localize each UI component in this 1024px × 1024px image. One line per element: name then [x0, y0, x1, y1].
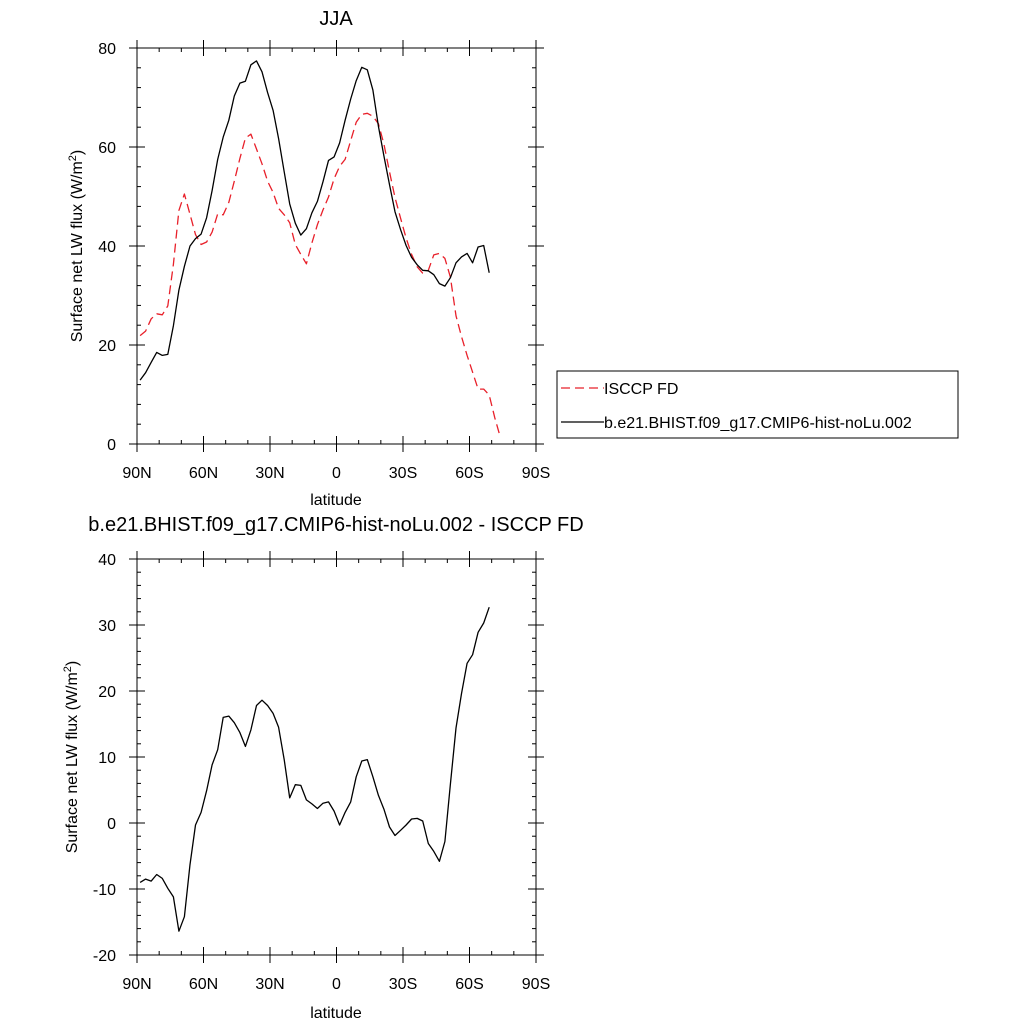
- top-y-tick-label: 40: [98, 239, 116, 256]
- top-series-line-1: [139, 60, 490, 381]
- top-panel: JJA 90N 60N 30N 0 30S 60S 90S 0 20 40 60 80 latitud…: [67, 8, 959, 509]
- top-x-tick-label: 90N: [122, 465, 151, 482]
- bottom-axes: 90N 60N 30N 0 30S 60S 90S -20 -10 0 10 20 30 40: [93, 551, 550, 993]
- top-x-tick-label: 0: [332, 465, 341, 482]
- top-x-tick-label: 30N: [255, 465, 284, 482]
- bottom-y-axis-label-main: Surface net LW flux (W/m: [64, 672, 81, 853]
- bottom-x-tick-label: 60S: [455, 976, 483, 993]
- bottom-x-tick-label: 30N: [255, 976, 284, 993]
- bottom-y-tick-label: 30: [98, 618, 116, 635]
- legend-box: [556, 370, 959, 439]
- bottom-y-tick-label: 40: [98, 552, 116, 569]
- top-x-axis-label: latitude: [310, 492, 362, 509]
- bottom-plot-frame: [136, 558, 537, 956]
- bottom-x-tick-label: 90N: [122, 976, 151, 993]
- top-x-tick-label: 90S: [522, 465, 550, 482]
- bottom-panel: b.e21.BHIST.f09_g17.CMIP6-hist-noLu.002 …: [62, 514, 584, 1022]
- top-axes: 90N 60N 30N 0 30S 60S 90S 0 20 40 60 80: [98, 40, 550, 482]
- bottom-series: [139, 606, 490, 932]
- bottom-y-tick-label: 0: [107, 816, 116, 833]
- bottom-x-tick-label: 30S: [389, 976, 417, 993]
- top-x-tick-label: 60S: [455, 465, 483, 482]
- top-y-tick-label: 20: [98, 338, 116, 355]
- top-chart-title: JJA: [319, 8, 353, 30]
- bottom-y-tick-label: 20: [98, 684, 116, 701]
- bottom-chart-title: b.e21.BHIST.f09_g17.CMIP6-hist-noLu.002 …: [88, 514, 583, 536]
- top-y-axis-label-close: ): [69, 150, 86, 155]
- bottom-x-tick-label: 90S: [522, 976, 550, 993]
- top-y-axis-label: Surface net LW flux (W/m2): [67, 150, 86, 343]
- bottom-x-tick-label: 60N: [189, 976, 218, 993]
- legend-label-model: b.e21.BHIST.f09_g17.CMIP6-hist-noLu.002: [604, 415, 912, 432]
- bottom-series-line-0: [139, 606, 490, 932]
- legend-label-isccp: ISCCP FD: [604, 381, 678, 398]
- top-y-axis-label-main: Surface net LW flux (W/m: [69, 161, 86, 342]
- top-x-tick-label: 30S: [389, 465, 417, 482]
- top-y-axis-label-sup: 2: [67, 155, 79, 161]
- top-series-line-0: [139, 112, 501, 438]
- top-y-tick-label: 60: [98, 140, 116, 157]
- top-series: [139, 60, 501, 438]
- top-y-tick-label: 80: [98, 41, 116, 58]
- bottom-y-tick-label: -10: [93, 882, 116, 899]
- top-x-tick-label: 60N: [189, 465, 218, 482]
- bottom-x-axis-label: latitude: [310, 1005, 362, 1022]
- bottom-y-tick-label: -20: [93, 948, 116, 965]
- bottom-y-tick-label: 10: [98, 750, 116, 767]
- bottom-y-axis-label-sup: 2: [62, 666, 74, 672]
- bottom-y-axis-label-close: ): [64, 661, 81, 666]
- bottom-y-axis-label: Surface net LW flux (W/m2): [62, 661, 81, 854]
- bottom-x-tick-label: 0: [332, 976, 341, 993]
- top-y-tick-label: 0: [107, 437, 116, 454]
- legend: ISCCP FD b.e21.BHIST.f09_g17.CMIP6-hist-…: [556, 370, 959, 439]
